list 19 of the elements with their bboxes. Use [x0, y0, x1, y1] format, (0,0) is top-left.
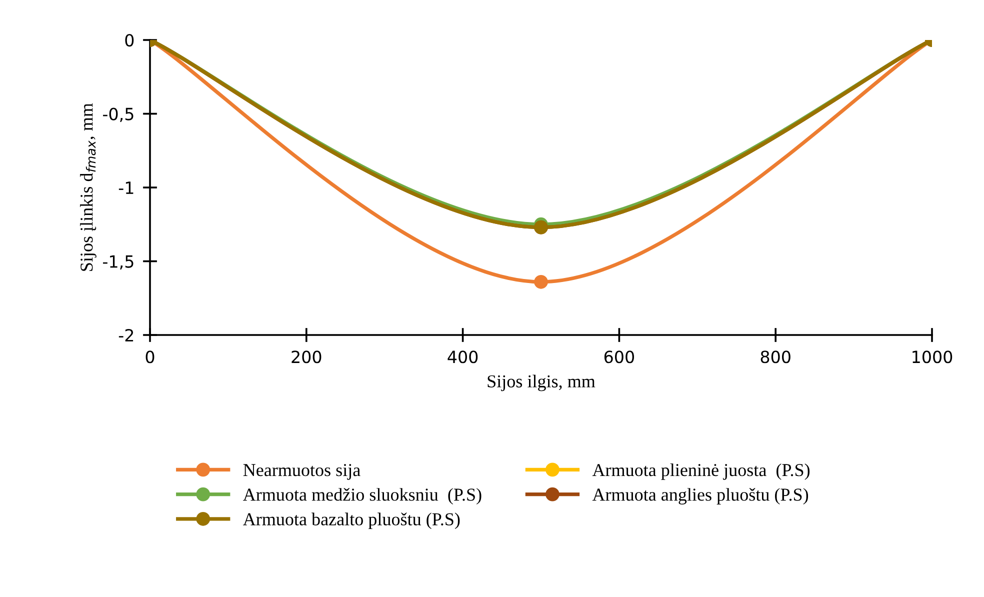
- x-tick-label: 400: [448, 350, 478, 364]
- y-tick-label: -0,5: [103, 108, 134, 122]
- legend-label: Armuota bazalto pluoštu (P.S): [243, 512, 460, 530]
- y-tick-label: 0: [125, 34, 134, 47]
- y-tick-label: -1: [118, 182, 134, 194]
- x-tick-label: 600: [604, 350, 634, 364]
- x-axis-title: Sijos ilgis, mm: [488, 374, 596, 392]
- legend-label: Nearmuotos sija: [243, 464, 360, 480]
- y-axis-title: Sijos įlinkis d$_{fmax}$, mm: [80, 103, 96, 271]
- x-tick-label: 1000: [912, 350, 952, 364]
- y-tick-label: -1,5: [103, 255, 134, 270]
- y-tick-label: -2: [118, 328, 134, 342]
- legend-label: Armuota anglies pluoštu (P.S): [592, 488, 808, 504]
- point: [534, 274, 548, 289]
- legend-label: Armuota plieninė juosta (P.S): [592, 463, 810, 480]
- legend-label: Armuota medžio sluoksniu (P.S): [243, 488, 482, 504]
- x-tick-label: 800: [760, 350, 790, 364]
- x-tick-label: 0: [146, 350, 154, 364]
- x-tick-label: 200: [292, 350, 322, 364]
